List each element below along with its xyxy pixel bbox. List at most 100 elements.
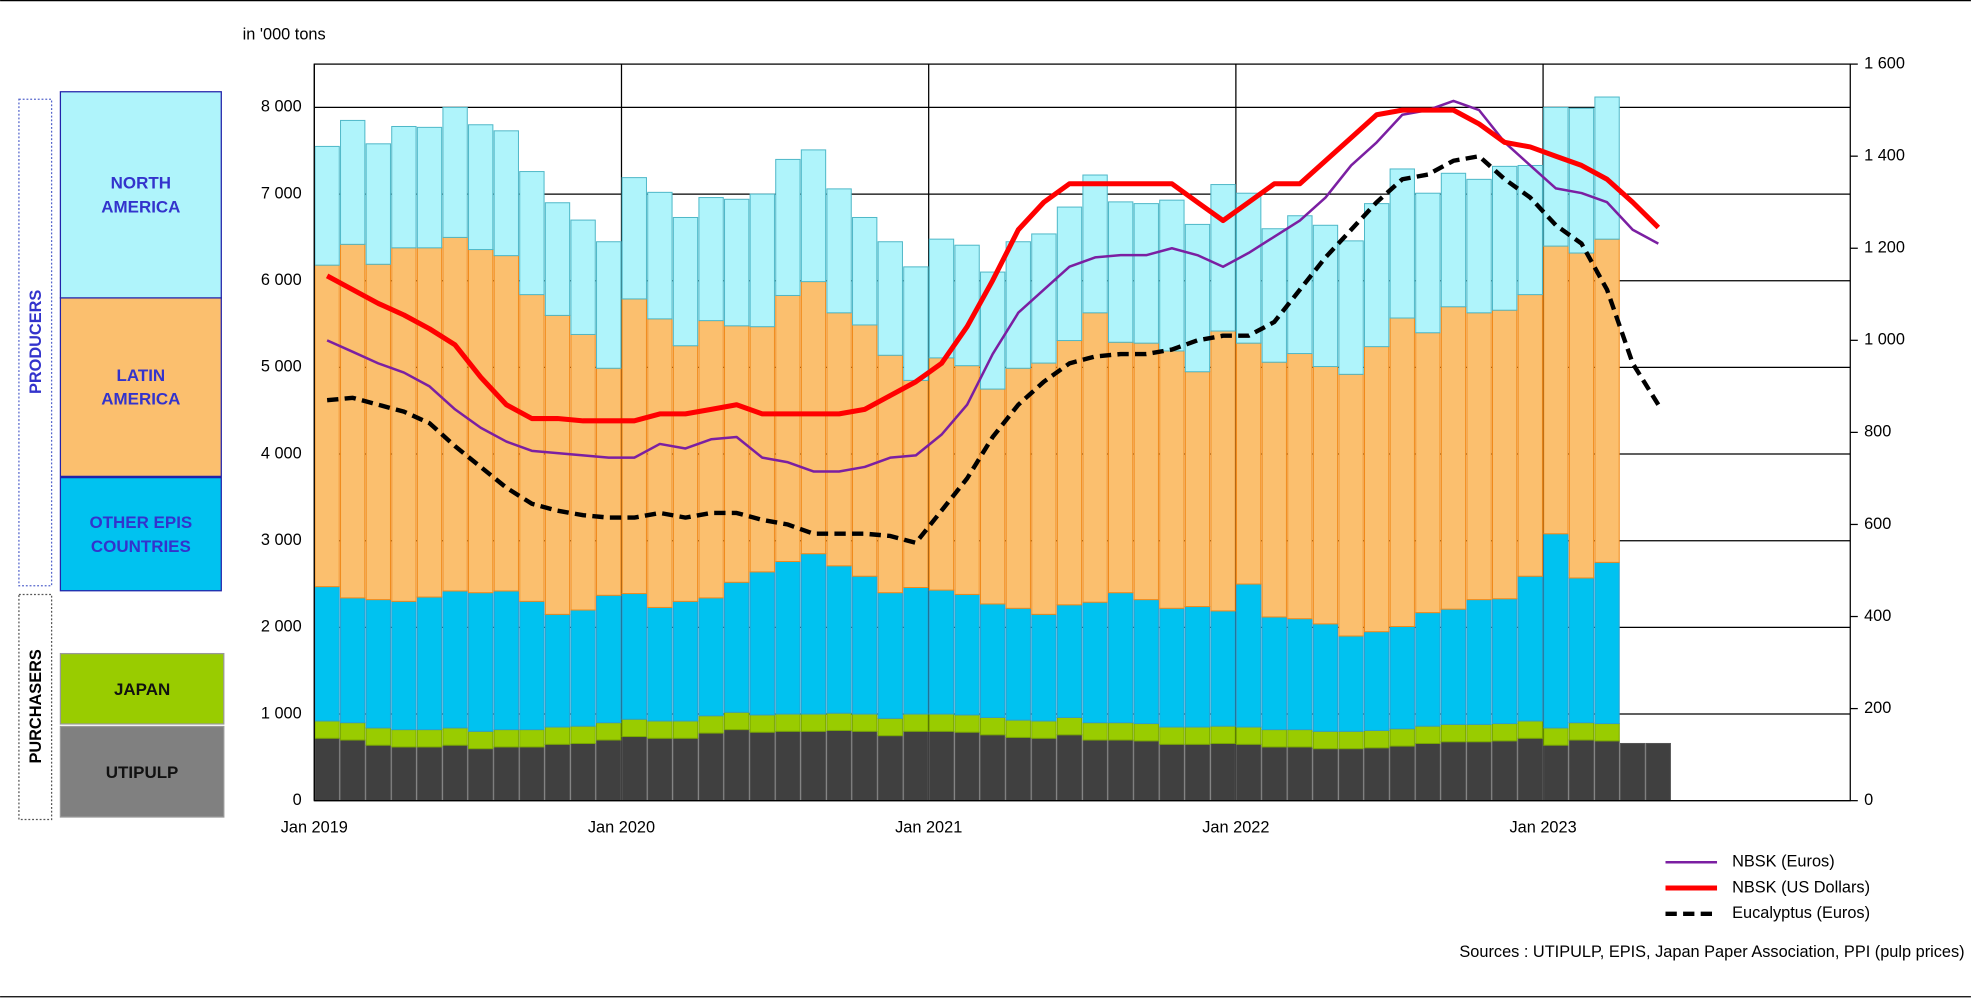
bar-segment [1543,245,1569,535]
bar-segment [1236,583,1262,728]
bar-segment [1338,373,1364,637]
bar-segment [1184,606,1211,728]
bar-segment [340,722,366,741]
bar-segment [877,735,903,802]
bar-segment [1108,592,1134,724]
bar-segment [903,266,929,381]
bar-segment [749,193,775,328]
bar-segment [596,367,622,596]
bar-segment [698,597,724,717]
bar-segment [365,727,391,746]
bar-segment [800,149,827,283]
bar-segment [544,726,571,745]
bar-segment [1287,729,1313,748]
bar-segment [442,727,468,746]
bar-segment [1594,740,1620,802]
bar-segment [698,715,724,734]
bar-segment [1517,164,1543,296]
bar-segment [826,312,852,567]
bar-segment [1517,575,1543,722]
bar-segment [928,713,955,732]
bar-segment [314,737,340,802]
bar-segment [775,560,801,715]
legend-label: NBSK (Euros) [1732,853,1835,871]
bar-segment [442,106,468,238]
y-tick-label: 5 000 [261,358,302,376]
bar-segment [519,600,545,731]
bar-segment [1491,723,1518,742]
legend-label: NBSK (US Dollars) [1732,878,1870,896]
bar-segment [1108,201,1134,343]
bar-segment [1312,623,1339,732]
group-label: PRODUCERS [27,290,45,394]
bar-segment [1312,224,1339,368]
bar-segment [570,219,596,335]
bar-segment [340,597,366,724]
bar-segment [1184,743,1211,802]
bar-segment [1005,607,1031,721]
bar-segment [1338,240,1364,375]
bar-segment [1389,728,1415,747]
bar-segment [621,718,647,738]
bar-segment [698,197,724,322]
bar-segment [416,126,443,249]
bar-segment [928,238,955,359]
bar-segment [980,716,1006,736]
bar-segment [1184,726,1211,745]
legend-label-box: OTHER EPIS COUNTRIES [89,513,192,556]
bar-segment [1568,722,1595,741]
bar-segment [596,722,622,741]
bar-segment [1568,577,1595,724]
bar-segment [468,748,494,802]
bar-segment [493,590,519,731]
bar-segment [1210,610,1236,727]
bar-segment [1261,228,1287,363]
bar-segment [1287,618,1313,731]
bar-segment [1056,716,1083,736]
x-tick-label: Jan 2020 [588,819,655,837]
bar-segment [391,600,417,731]
bar-segment [749,731,775,802]
bar-segment [1594,561,1620,725]
y2-tick-label: 0 [1864,791,1873,809]
bar-segment [493,255,519,592]
legend-label: LATIN AMERICA [101,365,181,409]
bar-segment [314,264,340,588]
bar-segment [1082,739,1108,802]
bar-segment [647,606,673,722]
bar-segment [1415,725,1441,744]
y2-tick-label: 600 [1864,515,1891,533]
bar-segment [1517,720,1543,739]
bar-segment [1415,332,1441,614]
bar-segment [954,731,980,802]
bar-segment [1082,601,1108,724]
bar-segment [1415,612,1441,727]
bar-segment [365,263,391,601]
bar-segment [1056,604,1083,718]
bar-segment [519,746,545,802]
bar-segment [928,589,955,715]
bar-segment [1031,362,1057,615]
bar-segment [365,744,391,802]
bar-segment [1440,172,1467,308]
bar-segment [1287,215,1313,355]
bar-segment [365,143,391,265]
bar-segment [1312,748,1339,802]
bar-segment [1184,371,1211,608]
bar-segment [1312,366,1339,625]
bar-segment [800,713,827,732]
bar-segment [1338,730,1364,750]
bar-segment [980,388,1006,605]
legend-block [59,652,225,725]
bar-segment [954,593,980,716]
bar-segment [852,713,878,732]
bar-segment [724,711,750,731]
bar-segment [1491,598,1518,725]
y-tick-label: 1 000 [261,704,302,722]
bar-segment [391,746,417,802]
axes: 0 1 000 2 000 3 000 4 000 5 000 6 000 7 000 8 00… [261,54,1905,836]
bar-segment [928,730,955,802]
line-series [325,107,1661,424]
bar-segment [1159,350,1185,609]
